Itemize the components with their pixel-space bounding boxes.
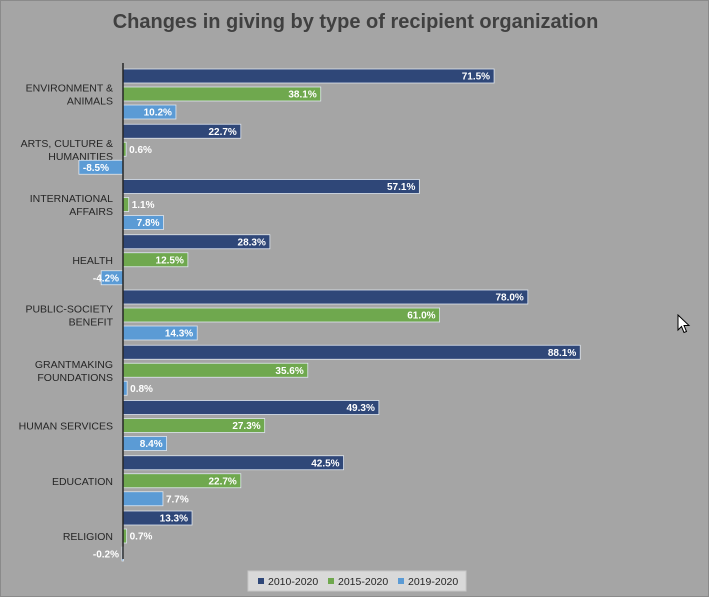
data-label: 42.5% <box>311 458 339 469</box>
data-label: 22.7% <box>208 127 236 138</box>
legend-label: 2010-2020 <box>268 576 318 588</box>
bar-2010-2020-4 <box>122 289 529 305</box>
data-label: 88.1% <box>548 348 576 359</box>
data-label: 38.1% <box>288 90 316 101</box>
category-label: AFFAIRS <box>69 206 113 218</box>
data-label: 71.5% <box>462 72 490 83</box>
data-label: -8.5% <box>83 163 109 174</box>
category-label: RELIGION <box>63 531 113 543</box>
data-label: 35.6% <box>275 366 303 377</box>
category-label: BENEFIT <box>69 317 114 329</box>
legend-box <box>247 570 467 592</box>
category-label: FOUNDATIONS <box>37 372 113 384</box>
bar-2015-2020-4 <box>122 307 440 323</box>
bar-2010-2020-0 <box>122 68 495 84</box>
bar-2019-2020-7 <box>122 491 164 507</box>
chart-title: Changes in giving by type of recipient o… <box>112 11 599 33</box>
bar-2010-2020-6 <box>122 400 380 415</box>
category-label: INTERNATIONAL <box>30 193 113 205</box>
data-label: 28.3% <box>238 237 266 248</box>
data-label: 7.8% <box>137 218 160 229</box>
data-label: 1.1% <box>132 200 155 211</box>
data-label: -4.2% <box>93 273 119 284</box>
legend-swatch-2015-2020 <box>328 578 334 584</box>
legend-swatch-2010-2020 <box>258 578 264 584</box>
category-label: ENVIRONMENT & <box>26 83 113 95</box>
category-label: HUMAN SERVICES <box>19 421 113 433</box>
data-label: 22.7% <box>208 476 236 487</box>
category-label: ANIMALS <box>67 96 113 108</box>
category-label: GRANTMAKING <box>35 359 113 371</box>
data-label: 61.0% <box>407 311 435 322</box>
data-label: 57.1% <box>387 182 415 193</box>
bar-2015-2020-2 <box>122 197 130 212</box>
data-label: 49.3% <box>347 403 375 414</box>
data-label: 0.6% <box>129 145 152 156</box>
bar-2010-2020-5 <box>122 344 581 360</box>
data-label: 0.7% <box>130 532 153 543</box>
legend-swatch-2019-2020 <box>398 578 404 584</box>
data-label: 0.8% <box>130 384 153 395</box>
category-label: HEALTH <box>72 255 113 267</box>
legend-label: 2019-2020 <box>408 576 458 588</box>
data-label: 12.5% <box>156 255 184 266</box>
data-label: 7.7% <box>166 494 189 505</box>
data-label: 14.3% <box>165 329 193 340</box>
data-label: 8.4% <box>140 439 163 450</box>
data-label: 27.3% <box>232 421 260 432</box>
category-label: HUMANITIES <box>48 151 113 163</box>
data-label: 10.2% <box>144 108 172 119</box>
data-label: 78.0% <box>495 293 523 304</box>
legend-label: 2015-2020 <box>338 576 388 588</box>
category-label: PUBLIC-SOCIETY <box>25 304 113 316</box>
bar-2010-2020-2 <box>122 179 420 194</box>
data-label: -0.2% <box>93 550 119 561</box>
category-label: ARTS, CULTURE & <box>21 138 113 150</box>
data-label: 13.3% <box>160 514 188 525</box>
mouse-cursor-icon <box>677 314 691 334</box>
category-label: EDUCATION <box>52 476 113 488</box>
